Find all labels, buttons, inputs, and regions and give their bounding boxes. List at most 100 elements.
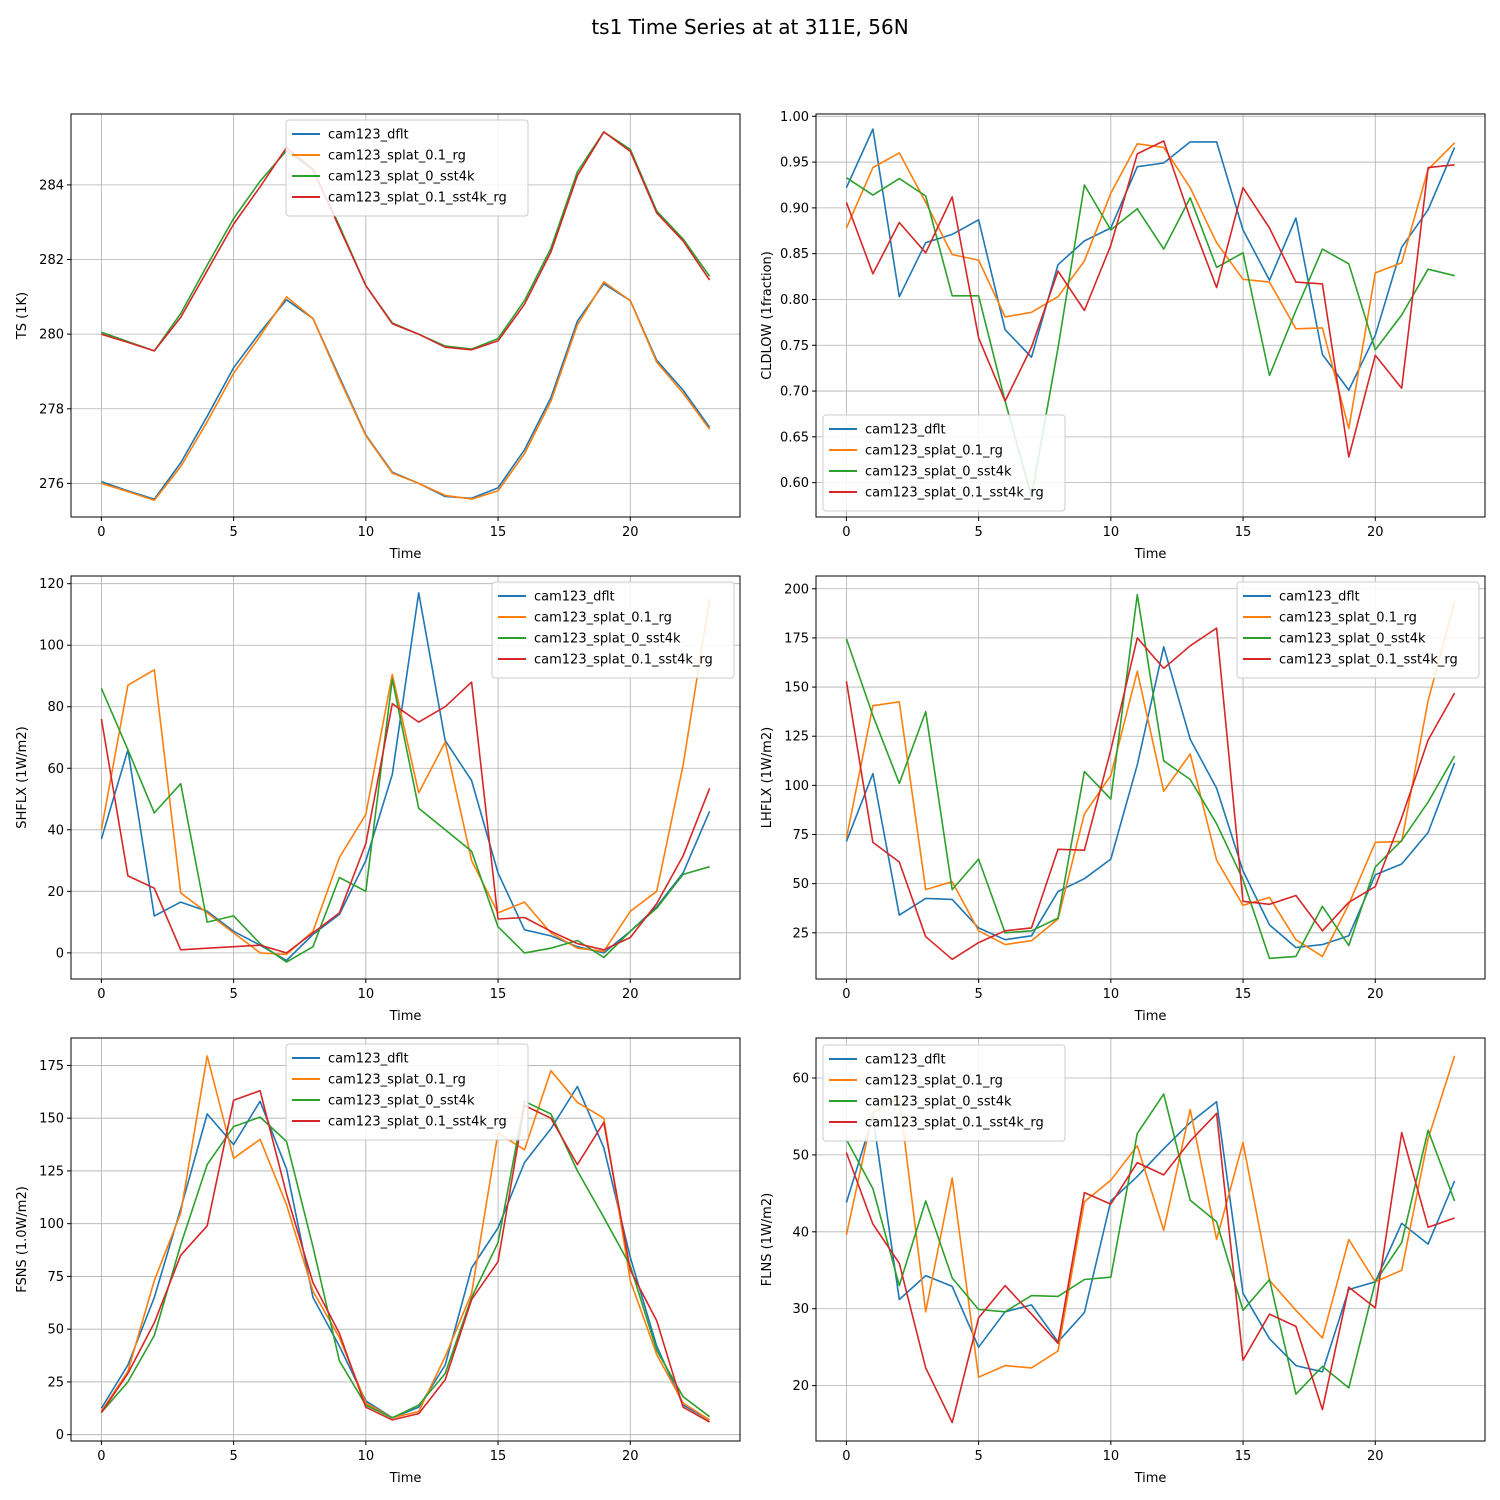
legend-label: cam123_splat_0.1_sst4k_rg (865, 1116, 1044, 1131)
legend-label: cam123_splat_0.1_sst4k_rg (328, 191, 507, 206)
y-tick-label: 0.65 (780, 430, 809, 445)
x-axis-label: Time (389, 1009, 422, 1024)
y-tick-label: 0.80 (780, 293, 809, 308)
legend: cam123_dflt cam123_splat_0.1_rg cam123_spl… (285, 119, 529, 217)
legend-label: cam123_dflt (328, 128, 409, 143)
series-line-1 (845, 128, 1456, 391)
legend-label: cam123_dflt (534, 590, 615, 605)
axes-frame (815, 1037, 1486, 1442)
y-axis-label: LHFLX (1W/m2) (760, 727, 775, 828)
legend-label: cam123_splat_0.1_rg (865, 1074, 1003, 1089)
y-tick-label: 30 (792, 1302, 809, 1317)
y-tick-label: 100 (39, 639, 64, 654)
series-line-1 (101, 282, 711, 500)
series-line-4 (845, 140, 1455, 458)
series-line-1 (845, 645, 1456, 949)
legend-label: cam123_splat_0_sst4k (328, 170, 475, 185)
legend: cam123_dflt cam123_splat_0.1_rg cam123_spl… (822, 414, 1066, 512)
y-tick-label: 150 (784, 681, 809, 696)
y-tick-label: 0.60 (780, 476, 809, 491)
x-tick-label: 15 (490, 525, 507, 540)
legend-label: cam123_splat_0.1_rg (534, 611, 672, 626)
x-tick-label: 20 (622, 1449, 639, 1464)
x-tick-label: 10 (358, 1449, 375, 1464)
y-tick-label: 150 (39, 1112, 64, 1127)
axes-frame (815, 113, 1486, 518)
series-line-1 (845, 1101, 1456, 1373)
legend-label: cam123_splat_0_sst4k (865, 1095, 1012, 1110)
y-tick-label: 284 (39, 178, 64, 193)
y-axis-label: FLNS (1W/m2) (760, 1193, 775, 1286)
chart-panel-ts: 0 5 10 15 20 276 278 280 282 284 Time TS (1K) cam123… (15, 113, 741, 562)
x-axis-label: Time (1134, 1009, 1167, 1024)
y-tick-label: 0.70 (780, 385, 809, 400)
x-axis-label: Time (1134, 1471, 1167, 1486)
x-tick-label: 20 (1367, 987, 1384, 1002)
y-tick-label: 50 (47, 1323, 64, 1338)
legend-label: cam123_splat_0.1_rg (328, 149, 466, 164)
y-tick-label: 0 (56, 946, 64, 961)
legend: cam123_dflt cam123_splat_0.1_rg cam123_spl… (822, 1044, 1066, 1142)
x-axis-label: Time (389, 1471, 422, 1486)
series-line-2 (845, 1055, 1456, 1378)
y-tick-label: 60 (47, 762, 64, 777)
legend: cam123_dflt cam123_splat_0.1_rg cam123_spl… (285, 1043, 529, 1141)
x-axis-label: Time (1134, 547, 1167, 562)
y-tick-label: 1.00 (780, 110, 809, 125)
x-tick-label: 0 (97, 525, 105, 540)
axes-frame (70, 575, 741, 980)
legend-label: cam123_splat_0.1_sst4k_rg (534, 653, 713, 668)
series-line-4 (845, 1112, 1455, 1424)
x-tick-label: 5 (974, 525, 982, 540)
x-tick-label: 15 (1235, 1449, 1252, 1464)
y-tick-label: 0.85 (780, 247, 809, 262)
x-tick-label: 10 (358, 987, 375, 1002)
legend-label: cam123_splat_0_sst4k (865, 465, 1012, 480)
y-tick-label: 175 (39, 1059, 64, 1074)
legend-box (1236, 581, 1480, 679)
legend-box (822, 1044, 1066, 1142)
x-tick-label: 10 (1103, 987, 1120, 1002)
x-axis-label: Time (389, 547, 422, 562)
y-tick-label: 100 (784, 779, 809, 794)
series-line-4 (101, 131, 711, 352)
chart-panel-flns: 0 5 10 15 20 20 30 40 50 60 Time FLNS (1W/m2) cam123… (760, 1037, 1486, 1486)
x-tick-label: 0 (842, 525, 850, 540)
series-line-4 (100, 1089, 710, 1423)
chart-panel-fsns: 0 5 10 15 20 0 25 50 75 100 125 150 175 Time FSNS (1.0… (15, 1037, 741, 1486)
legend-label: cam123_splat_0_sst4k (1279, 632, 1426, 647)
x-tick-label: 5 (229, 525, 237, 540)
y-tick-label: 125 (784, 730, 809, 745)
x-tick-label: 10 (1103, 525, 1120, 540)
y-tick-label: 175 (784, 631, 809, 646)
y-axis-label: TS (1K) (15, 292, 30, 340)
y-tick-label: 120 (39, 577, 64, 592)
x-tick-label: 0 (97, 1449, 105, 1464)
legend-label: cam123_splat_0.1_sst4k_rg (1279, 653, 1458, 668)
legend-label: cam123_dflt (328, 1052, 409, 1067)
y-tick-label: 0.95 (780, 156, 809, 171)
x-tick-label: 20 (1367, 525, 1384, 540)
chart-panel-lhflx: 0 5 10 15 20 25 50 75 100 125 150 175 200 Time LHFLX (… (760, 575, 1486, 1024)
y-tick-label: 278 (39, 402, 64, 417)
x-tick-label: 20 (622, 987, 639, 1002)
y-tick-label: 50 (792, 877, 809, 892)
legend-label: cam123_dflt (865, 423, 946, 438)
series-line-2 (845, 601, 1456, 958)
series-line-3 (100, 1100, 711, 1419)
y-tick-label: 25 (792, 926, 809, 941)
x-tick-label: 10 (1103, 1449, 1120, 1464)
series-line-3 (845, 593, 1456, 960)
series-line-3 (100, 678, 710, 963)
legend-label: cam123_splat_0.1_rg (865, 444, 1003, 459)
series-line-4 (100, 681, 711, 954)
y-axis-label: FSNS (1.0W/m2) (15, 1186, 30, 1293)
y-tick-label: 50 (792, 1148, 809, 1163)
y-tick-label: 280 (39, 328, 64, 343)
axes-frame (70, 1037, 741, 1442)
series-line-3 (845, 177, 1455, 498)
y-tick-label: 75 (792, 828, 809, 843)
x-tick-label: 5 (974, 987, 982, 1002)
x-tick-label: 5 (229, 1449, 237, 1464)
